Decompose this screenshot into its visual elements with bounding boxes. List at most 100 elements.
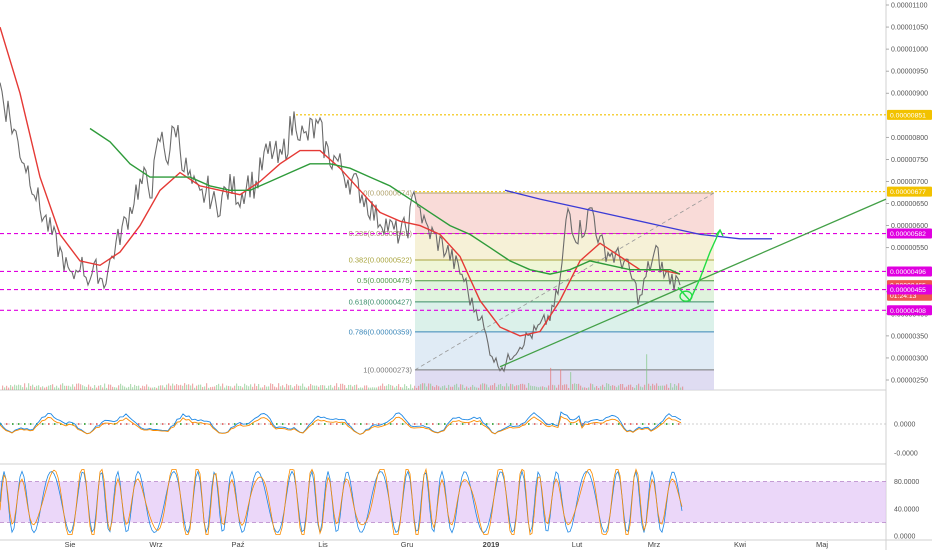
osc-histogram-bar [564,423,566,425]
volume-bar [542,386,544,390]
volume-bar [472,384,474,390]
volume-bar [366,385,368,390]
osc-histogram-bar [144,423,146,425]
moving-average-green [89,127,681,275]
price-axis[interactable]: 0.00001100 0.00001050 0.00001000 0.00000950… [886,3,932,541]
rsi-tick-label: 0.0000 [894,534,916,541]
volume-bar [674,384,676,390]
osc-histogram-bar [216,423,218,425]
volume-bar [252,386,254,390]
osc-histogram-bar [414,423,416,425]
volume-bar [26,387,28,390]
volume-bar [516,385,518,390]
volume-bar [622,384,624,390]
price-badge [887,186,932,197]
fib-level-label: 1(0.00000273) [363,365,412,374]
volume-bar [124,386,126,390]
volume-bar [328,385,330,390]
osc-histogram-bar [258,423,260,425]
volume-bar [440,387,442,390]
volume-bar [280,386,282,390]
horizontal-lines[interactable] [0,114,886,311]
volume-bar [498,384,500,390]
volume-bar [42,386,44,390]
osc-histogram-bar [540,423,542,425]
osc-histogram-bar [30,423,32,425]
volume-bar [230,386,232,390]
time-axis[interactable]: Sie Wrz Paź Lis Gru 2019 Lut Mrz Kwi Maj [65,540,829,549]
price-badge [887,228,932,239]
price-badge [887,266,932,277]
volume-bar [634,387,636,390]
osc-histogram-bar [24,423,26,425]
osc-histogram-bar [510,423,512,425]
volume-bar [494,383,496,390]
volume-bar [258,383,260,390]
rsi-k-line [0,469,683,534]
osc-histogram-bar [348,423,350,425]
osc-histogram-bar [150,423,152,425]
volume-bar [562,385,564,390]
osc-histogram-bar [342,423,344,425]
osc-histogram-bar [570,423,572,425]
volume-bar [400,386,402,390]
volume-bar [530,385,532,390]
volume-bar [176,384,178,390]
volume-bar [268,386,270,390]
volume-bar [586,387,588,390]
volume-bar [220,386,222,390]
volume-bar [32,384,34,390]
volume-bar [662,385,664,390]
volume-bar [482,383,484,390]
volume-bar [360,387,362,390]
volume-bar [276,387,278,390]
osc-histogram-bar [324,423,326,425]
volume-bar [184,383,186,390]
osc-histogram-bar [270,423,272,425]
volume-bar [538,387,540,390]
osc-histogram-bar [498,423,500,425]
volume-bar [480,384,482,390]
price-tick-label: 0.00000600 [891,223,928,230]
volume-bar [36,385,38,390]
osc-histogram-bar [618,423,620,425]
price-badge-label: 0.00000851 [890,112,926,119]
osc-histogram-bar [654,423,656,425]
osc-histogram-bar [294,423,296,425]
volume-bar [680,387,682,390]
fib-zone [415,331,714,370]
volume-bar [412,387,414,390]
osc-histogram-bar [132,423,134,425]
trend-line [499,198,887,368]
volume-bar [228,385,230,390]
volume-bar [450,386,452,390]
stoch-rsi-panel [0,467,886,536]
volume-bar [346,387,348,390]
volume-bar [564,384,566,390]
volume-bar [86,386,88,390]
volume-bar [84,386,86,390]
overlay-drawings[interactable] [499,198,887,368]
volume-bar [362,387,364,390]
osc-histogram-bar [660,423,662,425]
volume-bar [670,383,672,390]
volume-bar [44,387,46,390]
osc-histogram-bar [306,423,308,425]
volume-bar [282,385,284,390]
osc-line-blue [0,411,682,435]
volume-bar [344,385,346,390]
volume-bar [374,387,376,390]
volume-bar [608,383,610,390]
osc-histogram-bar [336,423,338,425]
osc-histogram-bar [666,423,668,425]
volume-bar [74,386,76,390]
volume-bar [486,384,488,390]
volume-bar [138,385,140,390]
volume-bar [398,384,400,390]
volume-bar [160,385,162,390]
osc-histogram-bar [18,423,20,425]
volume-bar [386,385,388,390]
volume-bar [24,383,26,390]
volume-bar [376,387,378,390]
